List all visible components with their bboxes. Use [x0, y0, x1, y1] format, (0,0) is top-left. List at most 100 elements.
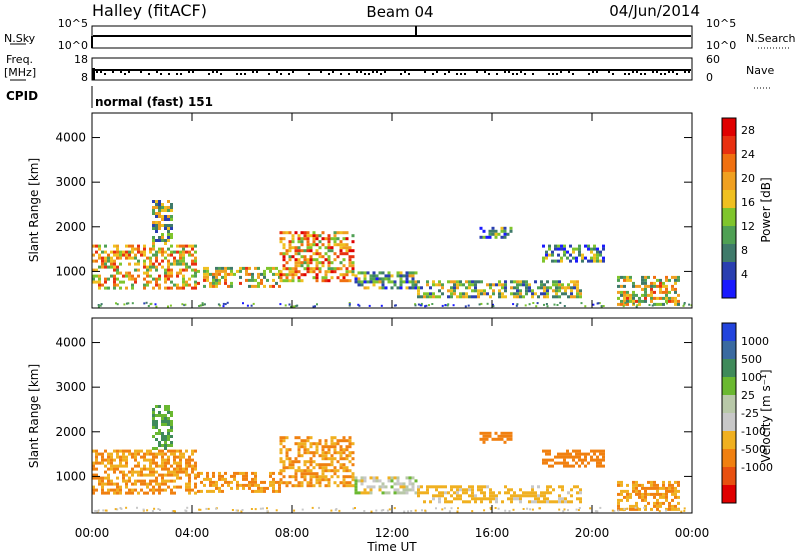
velocity-echo-cell [200, 489, 203, 493]
velocity-echo-cell [321, 457, 325, 461]
velocity-echo-cell [480, 485, 483, 489]
velocity-echo-dot [529, 508, 532, 511]
power-echo-cell [122, 253, 125, 257]
velocity-echo-dot [184, 509, 187, 512]
velocity-echo-cell [333, 448, 337, 452]
power-echo-cell [101, 256, 104, 260]
velocity-echo-cell [638, 507, 641, 511]
nave-dot [384, 71, 386, 73]
velocity-echo-cell [516, 497, 519, 501]
velocity-echo-cell [659, 501, 662, 505]
velocity-echo-cell [561, 488, 564, 492]
velocity-echo-cell [248, 486, 251, 490]
power-echo-cell [596, 259, 599, 263]
velocity-echo-cell [104, 491, 107, 495]
nave-dot [608, 71, 610, 73]
velocity-echo-cell [306, 451, 310, 455]
velocity-echo-cell [167, 479, 170, 483]
velocity-echo-cell [644, 498, 647, 502]
power-echo-cell [563, 247, 566, 251]
power-echo-cell [617, 302, 620, 306]
velocity-echo-cell [519, 494, 522, 498]
velocity-echo-cell [173, 458, 176, 462]
velocity-echo-cell [161, 461, 164, 465]
velocity-echo-cell [405, 485, 409, 489]
velocity-echo-cell [101, 461, 104, 465]
velocity-echo-cell [348, 439, 352, 443]
velocity-echo-cell [158, 449, 161, 453]
velocity-echo-cell [570, 500, 573, 504]
velocity-echo-cell [345, 475, 349, 479]
power-echo-cell [656, 302, 659, 306]
power-echo-cell [288, 279, 292, 283]
power-echo-cell [665, 284, 668, 288]
velocity-echo-cell [291, 463, 295, 467]
velocity-echo-cell [254, 483, 257, 487]
power-echo-cell [480, 280, 483, 284]
velocity-echo-cell [357, 479, 361, 483]
velocity-echo-cell [131, 467, 134, 471]
power-echo-cell [137, 268, 140, 272]
power-echo-cell [549, 286, 552, 290]
power-echo-dot [444, 304, 447, 307]
velocity-echo-cell [399, 485, 403, 489]
velocity-echo-cell [560, 455, 563, 459]
power-echo-cell [164, 224, 167, 227]
power-echo-cell [602, 256, 605, 260]
velocity-echo-cell [659, 492, 662, 496]
velocity-echo-cell [107, 455, 110, 459]
velocity-echo-cell [303, 463, 307, 467]
power-echo-dot [597, 302, 600, 305]
power-echo-cell [677, 293, 680, 297]
power-echo-cell [456, 295, 459, 299]
velocity-echo-cell [333, 442, 337, 446]
power-echo-cell [459, 283, 462, 287]
velocity-echo-cell [185, 488, 188, 492]
velocity-echo-cell [161, 435, 164, 438]
velocity-echo-cell [107, 458, 110, 462]
power-echo-cell [170, 209, 173, 212]
power-echo-cell [155, 268, 158, 272]
power-echo-cell [282, 255, 286, 259]
power-echo-cell [465, 286, 468, 290]
power-echo-cell [170, 271, 173, 275]
power-echo-cell [324, 276, 328, 280]
velocity-echo-cell [501, 500, 504, 504]
power-echo-cell [239, 266, 242, 270]
power-echo-cell [336, 231, 340, 235]
power-echo-cell [119, 280, 122, 284]
velocity-echo-cell [336, 451, 340, 455]
power-echo-cell [188, 244, 191, 248]
power-echo-cell [576, 292, 579, 296]
power-echo-cell [372, 274, 376, 278]
velocity-echo-cell [423, 500, 426, 504]
velocity-echo-dot [330, 509, 333, 512]
freq-unit: [MHz] [4, 66, 36, 79]
velocity-echo-cell [167, 473, 170, 477]
power-echo-cell [447, 280, 450, 284]
power-echo-cell [590, 247, 593, 251]
velocity-echo-cell [155, 455, 158, 459]
power-echo-cell [528, 283, 531, 287]
power-echo-cell [333, 252, 337, 256]
velocity-echo-cell [146, 473, 149, 477]
velocity-echo-cell [659, 486, 662, 490]
power-echo-cell [306, 240, 310, 244]
velocity-echo-cell [626, 483, 629, 487]
power-echo-cell [272, 272, 275, 276]
power-echo-cell [545, 250, 548, 254]
velocity-echo-cell [309, 436, 313, 440]
velocity-echo-cell [230, 486, 233, 490]
power-echo-cell [324, 273, 328, 277]
velocity-echo-cell [282, 475, 286, 479]
velocity-echo-cell [579, 488, 582, 492]
velocity-echo-cell [212, 480, 215, 484]
power-echo-cell [125, 256, 128, 260]
power-echo-cell [540, 286, 543, 290]
velocity-echo-cell [575, 449, 578, 453]
velocity-echo-cell [623, 489, 626, 493]
power-echo-cell [155, 200, 158, 203]
velocity-echo-cell [671, 504, 674, 508]
power-echo-cell [339, 252, 343, 256]
power-echo-cell [170, 253, 173, 257]
